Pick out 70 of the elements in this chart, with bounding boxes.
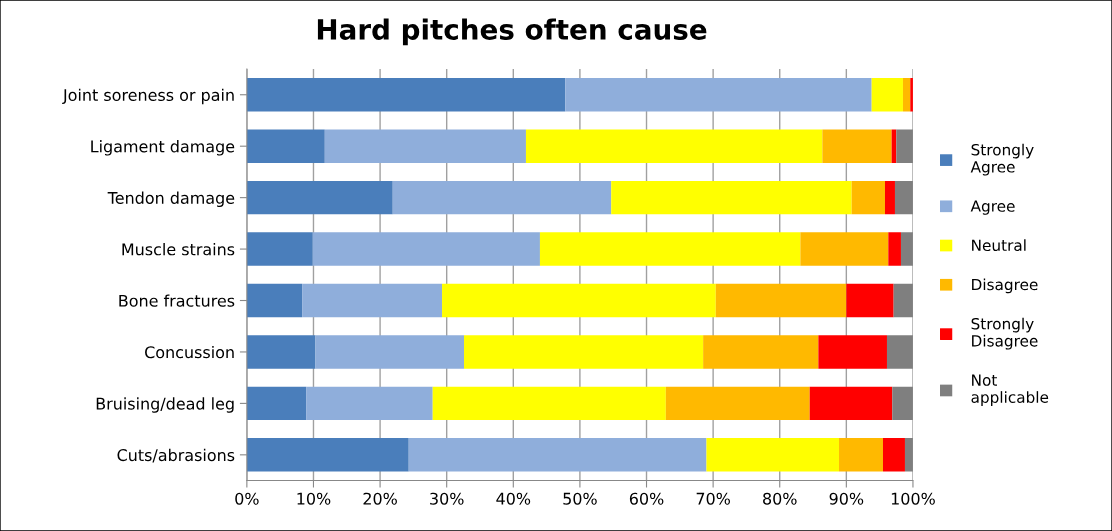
- bar: [525, 129, 823, 163]
- chart-title: Hard pitches often cause: [317, 18, 707, 46]
- bar: [902, 78, 911, 112]
- bar: [893, 283, 913, 318]
- bar: [246, 78, 566, 112]
- bar: [884, 180, 895, 215]
- x-tick-label: 10%: [297, 492, 331, 505]
- bar: [565, 78, 872, 112]
- bar: [851, 180, 885, 215]
- bar: [246, 232, 313, 266]
- bar: [464, 335, 704, 369]
- bar: [706, 438, 840, 472]
- y-tick-label: Joint soreness or pain: [62, 88, 234, 105]
- bar: [896, 129, 913, 163]
- y-tick-label: Tendon damage: [107, 191, 235, 208]
- x-tick-label: 80%: [763, 492, 797, 505]
- bar: [611, 180, 852, 215]
- x-tick-label: 100%: [891, 492, 935, 505]
- x-tick-label: 20%: [363, 492, 397, 505]
- bar: [306, 386, 433, 421]
- bar: [324, 129, 526, 163]
- legend-label: Strongly Agree: [970, 143, 1034, 176]
- bar: [800, 232, 889, 266]
- bar: [882, 438, 905, 472]
- x-tick-label: 40%: [496, 492, 531, 505]
- legend-label: Disagree: [972, 278, 1038, 294]
- bar: [246, 283, 303, 318]
- bar: [442, 283, 716, 318]
- bar: [246, 129, 325, 163]
- bar: [822, 129, 892, 163]
- bar: [539, 232, 801, 266]
- bar: [818, 335, 887, 369]
- bar: [886, 335, 913, 369]
- y-tick-label: Bruising/dead leg: [96, 397, 234, 413]
- bar: [302, 283, 443, 318]
- bar: [246, 180, 393, 215]
- y-tick-label: Concussion: [145, 345, 234, 359]
- bar: [846, 283, 894, 318]
- x-tick-label: 70%: [696, 492, 730, 505]
- legend-label: Neutral: [972, 239, 1026, 252]
- bar: [900, 232, 913, 266]
- bar: [892, 386, 913, 421]
- bar: [432, 386, 666, 421]
- bar: [246, 335, 316, 369]
- bar: [312, 232, 540, 266]
- bar: [888, 232, 901, 266]
- bar: [809, 386, 893, 421]
- y-tick-label: Ligament damage: [91, 140, 235, 156]
- bar: [839, 438, 883, 472]
- y-tick-label: Cuts/abrasions: [117, 448, 235, 463]
- bar: [871, 78, 903, 112]
- bar: [246, 386, 307, 421]
- bar: [894, 180, 913, 215]
- bar: [703, 335, 819, 369]
- bar: [392, 180, 612, 215]
- y-tick-label: Bone fractures: [119, 294, 235, 307]
- x-tick-label: 30%: [430, 492, 464, 505]
- bar: [715, 283, 847, 318]
- bar: [408, 438, 707, 472]
- legend-label: Strongly Disagree: [971, 317, 1038, 350]
- legend-label: Not applicable: [971, 374, 1049, 406]
- x-tick-label: 90%: [829, 492, 864, 505]
- x-tick-label: 50%: [563, 492, 597, 505]
- y-tick-label: Muscle strains: [122, 243, 235, 256]
- bar: [246, 438, 409, 472]
- legend-label: Agree: [970, 200, 1015, 215]
- bar: [665, 386, 810, 421]
- x-tick-label: 60%: [629, 492, 664, 505]
- bar: [315, 335, 465, 369]
- x-tick-label: 0%: [235, 492, 259, 505]
